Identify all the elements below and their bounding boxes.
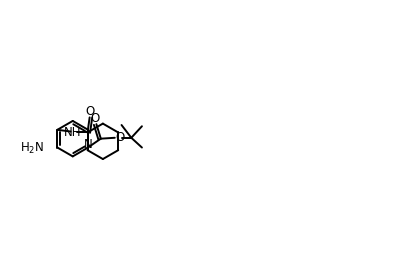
Text: NH: NH xyxy=(63,126,81,139)
Text: N: N xyxy=(84,138,93,151)
Text: O: O xyxy=(85,105,94,118)
Text: O: O xyxy=(91,111,100,125)
Text: O: O xyxy=(115,131,125,144)
Text: H$_2$N: H$_2$N xyxy=(20,141,44,156)
